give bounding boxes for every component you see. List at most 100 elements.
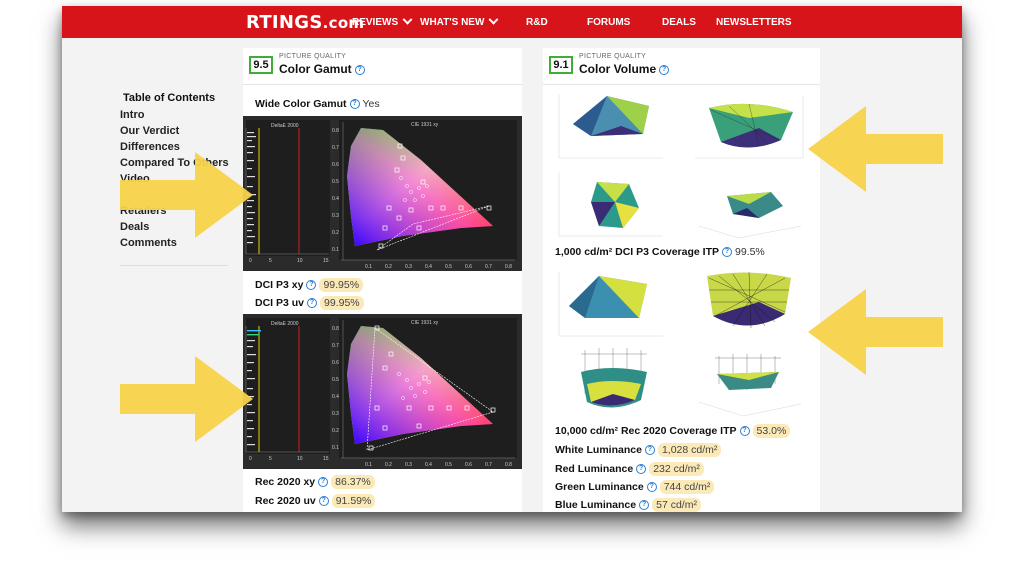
- svg-text:0.4: 0.4: [332, 196, 339, 202]
- help-icon[interactable]: ?: [349, 99, 360, 110]
- toc-item-deals[interactable]: Deals: [120, 221, 150, 233]
- nav-reviews[interactable]: REVIEWS: [352, 6, 413, 38]
- score-badge: 9.5: [249, 56, 273, 74]
- help-icon[interactable]: ?: [318, 496, 329, 507]
- svg-text:10: 10: [297, 456, 303, 462]
- toc-item-comments[interactable]: Comments: [120, 237, 177, 249]
- coverage-rec2020-itp: 10,000 cd/m² Rec 2020 Coverage ITP? 53.0%: [555, 424, 791, 438]
- volume-plot: [695, 96, 804, 159]
- svg-text:DeltaE 2000: DeltaE 2000: [271, 321, 299, 327]
- volume-plot: [581, 348, 647, 408]
- site-logo[interactable]: RTINGS.com: [246, 12, 365, 33]
- nav-forums[interactable]: FORUMS: [587, 16, 631, 28]
- volume-plot: [558, 272, 663, 337]
- category-label: PICTURE QUALITY: [579, 53, 647, 60]
- svg-text:0.4: 0.4: [332, 394, 339, 400]
- svg-text:0.1: 0.1: [332, 445, 339, 451]
- help-icon[interactable]: ?: [646, 482, 657, 493]
- divider: [543, 84, 820, 85]
- wide-color-gamut-row: Wide Color Gamut? Yes: [255, 98, 380, 110]
- chevron-down-icon: [402, 14, 413, 25]
- volume-plot: [707, 271, 791, 329]
- svg-text:0.5: 0.5: [332, 179, 339, 185]
- nav-deals[interactable]: DEALS: [662, 16, 696, 28]
- svg-text:0.7: 0.7: [485, 462, 492, 468]
- chevron-down-icon: [488, 14, 499, 25]
- svg-text:0.7: 0.7: [332, 145, 339, 151]
- coverage-dci-p3-itp: 1,000 cd/m² DCI P3 Coverage ITP? 99.5%: [555, 246, 765, 258]
- svg-text:0: 0: [249, 258, 252, 264]
- svg-text:0.4: 0.4: [425, 264, 432, 270]
- svg-text:0.6: 0.6: [465, 264, 472, 270]
- svg-text:0.6: 0.6: [332, 360, 339, 366]
- red-luminance: Red Luminance? 232 cd/m²: [555, 462, 704, 476]
- help-icon[interactable]: ?: [639, 500, 650, 511]
- nav-newsletters[interactable]: NEWSLETTERS: [716, 16, 792, 28]
- help-icon[interactable]: ?: [644, 445, 655, 456]
- help-icon[interactable]: ?: [721, 247, 732, 258]
- category-label: PICTURE QUALITY: [279, 53, 347, 60]
- arrow-right-icon: [120, 356, 253, 442]
- arrow-left-icon: [808, 106, 943, 192]
- svg-text:0.2: 0.2: [385, 462, 392, 468]
- metric-rec2020-uv: Rec 2020 uv? 91.59%: [255, 494, 376, 508]
- color-gamut-card: 9.5 PICTURE QUALITY Color Gamut? Wide Co…: [243, 48, 522, 512]
- nav-whats-new[interactable]: WHAT'S NEW: [420, 6, 499, 38]
- volume-plot: [698, 192, 802, 239]
- metric-rec2020-xy: Rec 2020 xy? 86.37%: [255, 475, 375, 489]
- svg-text:0.3: 0.3: [332, 213, 339, 219]
- svg-text:0.5: 0.5: [445, 462, 452, 468]
- svg-text:0.2: 0.2: [385, 264, 392, 270]
- svg-text:5: 5: [269, 258, 272, 264]
- volume-plot: [558, 94, 663, 159]
- toc-item-intro[interactable]: Intro: [120, 109, 145, 121]
- svg-text:0.8: 0.8: [332, 326, 339, 332]
- svg-text:0.7: 0.7: [485, 264, 492, 270]
- arrow-left-icon: [808, 289, 943, 375]
- gamut-chart-rec2020: DeltaE 2000 0 5 10 15 CIE 1931 xy: [243, 314, 522, 469]
- svg-text:0.8: 0.8: [505, 462, 512, 468]
- white-luminance: White Luminance? 1,028 cd/m²: [555, 443, 722, 457]
- svg-text:0.5: 0.5: [332, 377, 339, 383]
- svg-text:0.5: 0.5: [445, 264, 452, 270]
- screenshot-frame: RTINGS.com REVIEWS WHAT'S NEW R&D FORUMS…: [62, 6, 962, 512]
- svg-text:0.6: 0.6: [332, 162, 339, 168]
- svg-text:0.3: 0.3: [405, 264, 412, 270]
- nav-rnd[interactable]: R&D: [526, 16, 548, 28]
- metric-dci-p3-uv: DCI P3 uv? 99.95%: [255, 296, 364, 310]
- volume-plot: [558, 172, 663, 237]
- svg-text:0.3: 0.3: [332, 411, 339, 417]
- gamut-chart-dci-p3: DeltaE 2000 0 5 10 15 CIE 1931 xy: [243, 116, 522, 271]
- score-badge: 9.1: [549, 56, 573, 74]
- help-icon[interactable]: ?: [659, 64, 670, 75]
- help-icon[interactable]: ?: [739, 426, 750, 437]
- volume-plot: [698, 354, 802, 417]
- svg-text:CIE 1931 xy: CIE 1931 xy: [411, 320, 439, 326]
- svg-text:0.6: 0.6: [465, 462, 472, 468]
- section-title: Color Volume?: [579, 62, 670, 76]
- svg-text:0.1: 0.1: [332, 247, 339, 253]
- blue-luminance: Blue Luminance? 57 cd/m²: [555, 498, 701, 512]
- chart-right-title: CIE 1931 xy: [411, 122, 439, 128]
- toc-title: Table of Contents: [123, 92, 216, 104]
- help-icon[interactable]: ?: [307, 298, 318, 309]
- toc-divider: [120, 265, 228, 266]
- help-icon[interactable]: ?: [354, 64, 365, 75]
- help-icon[interactable]: ?: [306, 280, 317, 291]
- arrow-right-icon: [120, 152, 253, 238]
- svg-text:0: 0: [249, 456, 252, 462]
- toc-item-verdict[interactable]: Our Verdict: [120, 125, 180, 137]
- help-icon[interactable]: ?: [636, 464, 647, 475]
- svg-text:0.7: 0.7: [332, 343, 339, 349]
- svg-text:10: 10: [297, 258, 303, 264]
- svg-text:5: 5: [269, 456, 272, 462]
- help-icon[interactable]: ?: [318, 477, 329, 488]
- svg-text:0.1: 0.1: [365, 462, 372, 468]
- svg-text:0.2: 0.2: [332, 230, 339, 236]
- divider: [243, 84, 522, 85]
- chart-left-title: DeltaE 2000: [271, 123, 299, 129]
- section-title: Color Gamut?: [279, 62, 365, 76]
- toc-item-differences[interactable]: Differences: [120, 141, 180, 153]
- svg-text:0.2: 0.2: [332, 428, 339, 434]
- svg-text:0.8: 0.8: [332, 128, 339, 134]
